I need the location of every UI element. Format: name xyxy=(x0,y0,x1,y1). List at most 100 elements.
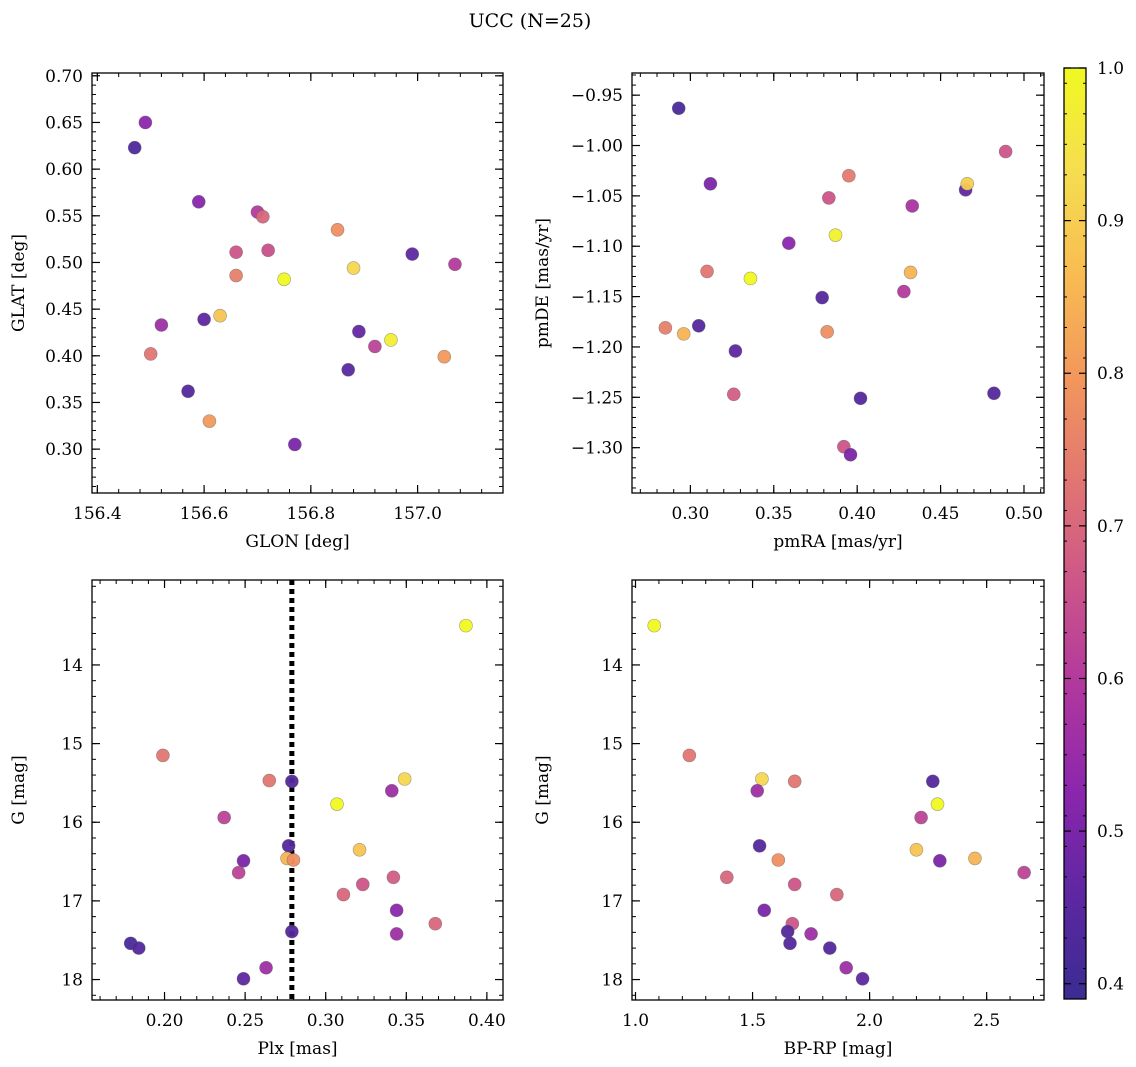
scatter-point xyxy=(897,284,911,299)
scatter-point xyxy=(823,941,837,955)
colorbar-tick-label: 0.8 xyxy=(1097,364,1124,384)
colorbar-tick-label: 0.6 xyxy=(1097,669,1124,689)
x-tick-label: 156.4 xyxy=(73,504,122,524)
y-tick-label: 16 xyxy=(601,813,623,833)
scatter-point xyxy=(181,384,195,399)
y-tick-label: 16 xyxy=(61,813,83,833)
scatter-point xyxy=(197,312,211,327)
scatter-point xyxy=(288,437,302,452)
scatter-point xyxy=(127,140,142,155)
scatter-point xyxy=(352,842,367,857)
scatter-point xyxy=(726,387,741,402)
y-axis-label: G [mag] xyxy=(533,755,553,824)
y-tick-label: 0.35 xyxy=(45,393,83,413)
x-tick-label: 157.0 xyxy=(393,504,442,524)
scatter-point xyxy=(448,257,462,272)
scatter-point xyxy=(752,839,767,853)
scatter-point xyxy=(459,618,473,633)
x-tick-label: 0.45 xyxy=(922,504,960,524)
y-tick-label: 14 xyxy=(61,656,83,676)
scatter-point xyxy=(191,195,206,209)
y-tick-label: 0.30 xyxy=(45,440,83,460)
scatter-point xyxy=(703,176,718,191)
x-axis-label: Plx [mas] xyxy=(257,1039,337,1059)
scatter-point xyxy=(143,347,158,361)
axes-frame xyxy=(91,579,504,1001)
scatter-point xyxy=(154,318,169,332)
scatter-point xyxy=(822,191,836,205)
y-tick-label: 0.55 xyxy=(45,207,83,227)
scatter-point xyxy=(156,748,170,763)
y-axis-label: pmDE [mas/yr] xyxy=(533,218,553,348)
scatter-point xyxy=(138,115,153,130)
scatter-point xyxy=(341,362,356,377)
scatter-point xyxy=(277,272,291,287)
scatter-point xyxy=(839,960,853,975)
scatter-point xyxy=(368,339,382,354)
y-tick-label: −1.00 xyxy=(571,137,623,157)
scatter-point xyxy=(853,391,868,406)
y-axis-label: GLAT [deg] xyxy=(9,234,29,332)
y-tick-label: −1.15 xyxy=(571,288,623,308)
scatter-point xyxy=(903,265,918,280)
panel-glon-glat: 156.4 156.6 156.8 157.0 0.30 0.35 0.40 0.45 0.50… xyxy=(9,67,504,552)
scatter-point xyxy=(671,101,686,116)
scatter-point xyxy=(926,774,940,789)
scatter-point xyxy=(933,853,947,868)
scatter-point xyxy=(346,261,361,275)
scatter-point xyxy=(236,853,251,868)
scatter-point xyxy=(256,209,270,224)
scatter-point xyxy=(968,851,982,866)
y-tick-label: 0.65 xyxy=(45,113,83,133)
scatter-point xyxy=(229,268,243,283)
y-tick-label: 0.50 xyxy=(45,253,83,273)
y-tick-label: −1.10 xyxy=(571,237,623,257)
y-tick-label: 17 xyxy=(601,892,623,912)
scatter-point xyxy=(905,199,920,213)
x-tick-label: 0.50 xyxy=(1005,504,1043,524)
scatter-point xyxy=(720,870,734,885)
scatter-point xyxy=(757,903,772,918)
x-tick-label: 0.30 xyxy=(307,1011,345,1031)
colorbar-tick-label: 1.0 xyxy=(1097,59,1124,79)
x-tick-label: 0.40 xyxy=(838,504,876,524)
y-tick-label: 18 xyxy=(601,971,623,991)
y-tick-label: −1.20 xyxy=(571,338,623,358)
colorbar: 0.4 0.5 0.6 0.7 0.8 0.9 1.0 xyxy=(1063,59,1124,1000)
y-axis-label: G [mag] xyxy=(9,755,29,824)
scatter-point xyxy=(787,774,802,789)
panel-pmra-pmde: 0.30 0.35 0.40 0.45 0.50 −1.30 −1.25 −1.20 −1.15… xyxy=(533,72,1045,552)
y-tick-label: −1.30 xyxy=(571,439,623,459)
y-tick-label: 15 xyxy=(601,735,623,755)
scatter-point xyxy=(262,773,277,788)
scatter-point xyxy=(842,168,856,183)
colorbar-frame xyxy=(1063,67,1087,1000)
scatter-point xyxy=(843,447,858,462)
y-tick-label: 14 xyxy=(601,656,623,676)
x-axis-label: BP-RP [mag] xyxy=(784,1039,893,1059)
y-tick-label: 17 xyxy=(61,892,83,912)
y-tick-label: 18 xyxy=(61,971,83,991)
scatter-point xyxy=(330,797,344,811)
scatter-point xyxy=(998,144,1013,159)
y-tick-label: −1.25 xyxy=(571,388,623,408)
scatter-point xyxy=(743,271,758,286)
scatter-point xyxy=(352,324,366,339)
scatter-point xyxy=(658,321,673,335)
scatter-point xyxy=(397,772,412,786)
scatter-point xyxy=(855,971,870,986)
colorbar-gradient xyxy=(1064,68,1086,999)
x-tick-label: 2.0 xyxy=(856,1011,883,1031)
scatter-point xyxy=(428,916,443,931)
scatter-point xyxy=(336,887,351,902)
colorbar-tick-label: 0.4 xyxy=(1097,975,1124,995)
figure-title: UCC (N=25) xyxy=(469,10,592,32)
scatter-point xyxy=(804,927,818,941)
scatter-point xyxy=(755,772,769,786)
scatter-point xyxy=(131,941,146,955)
axes-frame xyxy=(631,72,1045,494)
scatter-point xyxy=(691,319,706,333)
scatter-point xyxy=(771,853,786,867)
x-tick-label: 1.5 xyxy=(739,1011,766,1031)
